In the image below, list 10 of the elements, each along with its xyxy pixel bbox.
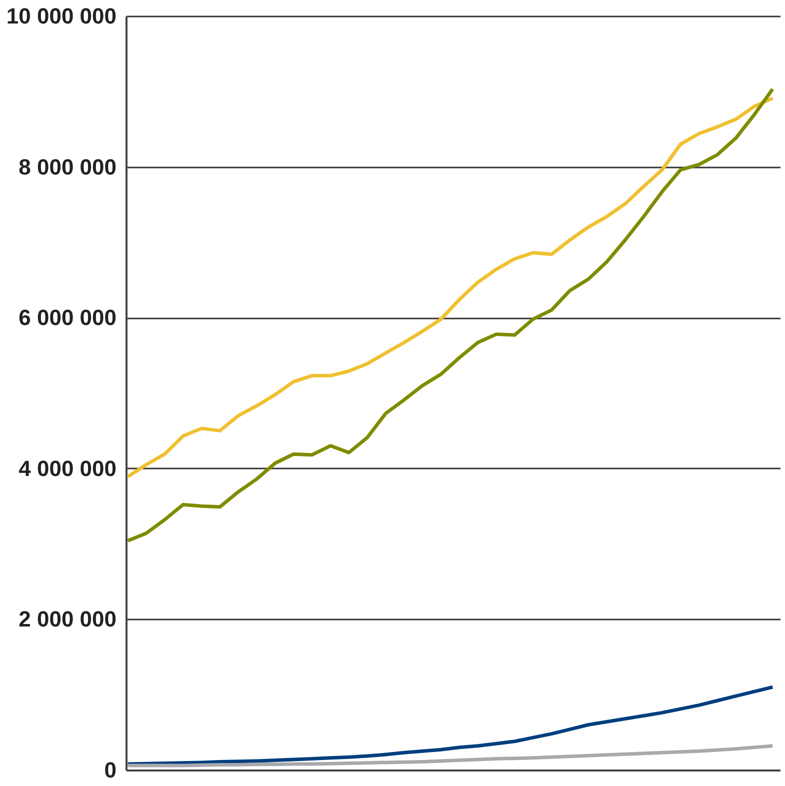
line-series — [126, 744, 774, 768]
y-tick-label: 0 — [104, 758, 116, 782]
line-series — [126, 87, 774, 543]
y-tick-label: 8 000 000 — [18, 154, 116, 180]
y-tick-label: 4 000 000 — [18, 456, 116, 481]
y-tick-label: 6 000 000 — [18, 305, 116, 330]
line-series — [126, 685, 774, 766]
line-series — [126, 96, 774, 478]
y-tick-label: 2 000 000 — [18, 606, 116, 632]
y-tick-label: 10 000 000 — [6, 4, 116, 28]
